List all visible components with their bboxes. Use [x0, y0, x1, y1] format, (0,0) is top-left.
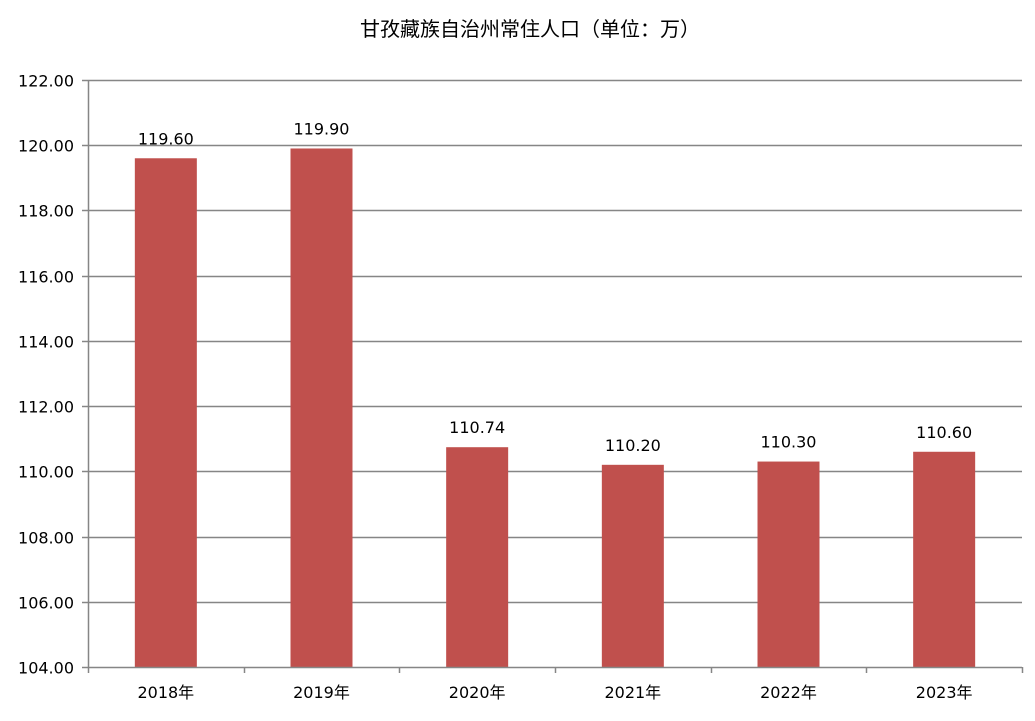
y-tick-label: 116.00 [18, 268, 74, 287]
y-tick-label: 106.00 [18, 594, 74, 613]
y-tick-label: 118.00 [18, 202, 74, 221]
x-tick-label: 2023年 [916, 683, 973, 702]
y-tick-label: 110.00 [18, 463, 74, 482]
bar [601, 464, 664, 667]
data-label: 110.74 [449, 418, 505, 437]
axes [82, 79, 1024, 673]
bar [446, 447, 509, 667]
bar [913, 451, 976, 667]
chart-title: 甘孜藏族自治州常住人口（单位：万） [360, 17, 700, 41]
y-axis-tick-labels: 104.00 106.00 108.00 110.00 112.00 114.00 116.… [18, 72, 74, 678]
y-tick-label: 104.00 [18, 659, 74, 678]
x-tick-label: 2018年 [137, 683, 194, 702]
bar [290, 148, 353, 667]
bars [134, 148, 976, 667]
x-axis-tick-labels: 2018年 2019年 2020年 2021年 2022年 2023年 [137, 683, 972, 702]
x-tick-label: 2022年 [760, 683, 817, 702]
data-labels: 119.60 119.90 110.74 110.20 110.30 110.60 [138, 119, 972, 454]
x-tick-label: 2021年 [604, 683, 661, 702]
data-label: 119.90 [294, 119, 350, 138]
bar [134, 158, 197, 667]
x-tick-label: 2019年 [293, 683, 350, 702]
bar [757, 461, 820, 667]
y-tick-label: 108.00 [18, 529, 74, 548]
y-tick-label: 122.00 [18, 72, 74, 91]
y-tick-label: 120.00 [18, 137, 74, 156]
data-label: 110.20 [605, 436, 661, 455]
x-tick-label: 2020年 [449, 683, 506, 702]
data-label: 119.60 [138, 129, 194, 148]
gridlines [88, 79, 1022, 604]
data-label: 110.30 [761, 433, 817, 452]
y-tick-label: 112.00 [18, 398, 74, 417]
y-tick-label: 114.00 [18, 333, 74, 352]
data-label: 110.60 [916, 423, 972, 442]
